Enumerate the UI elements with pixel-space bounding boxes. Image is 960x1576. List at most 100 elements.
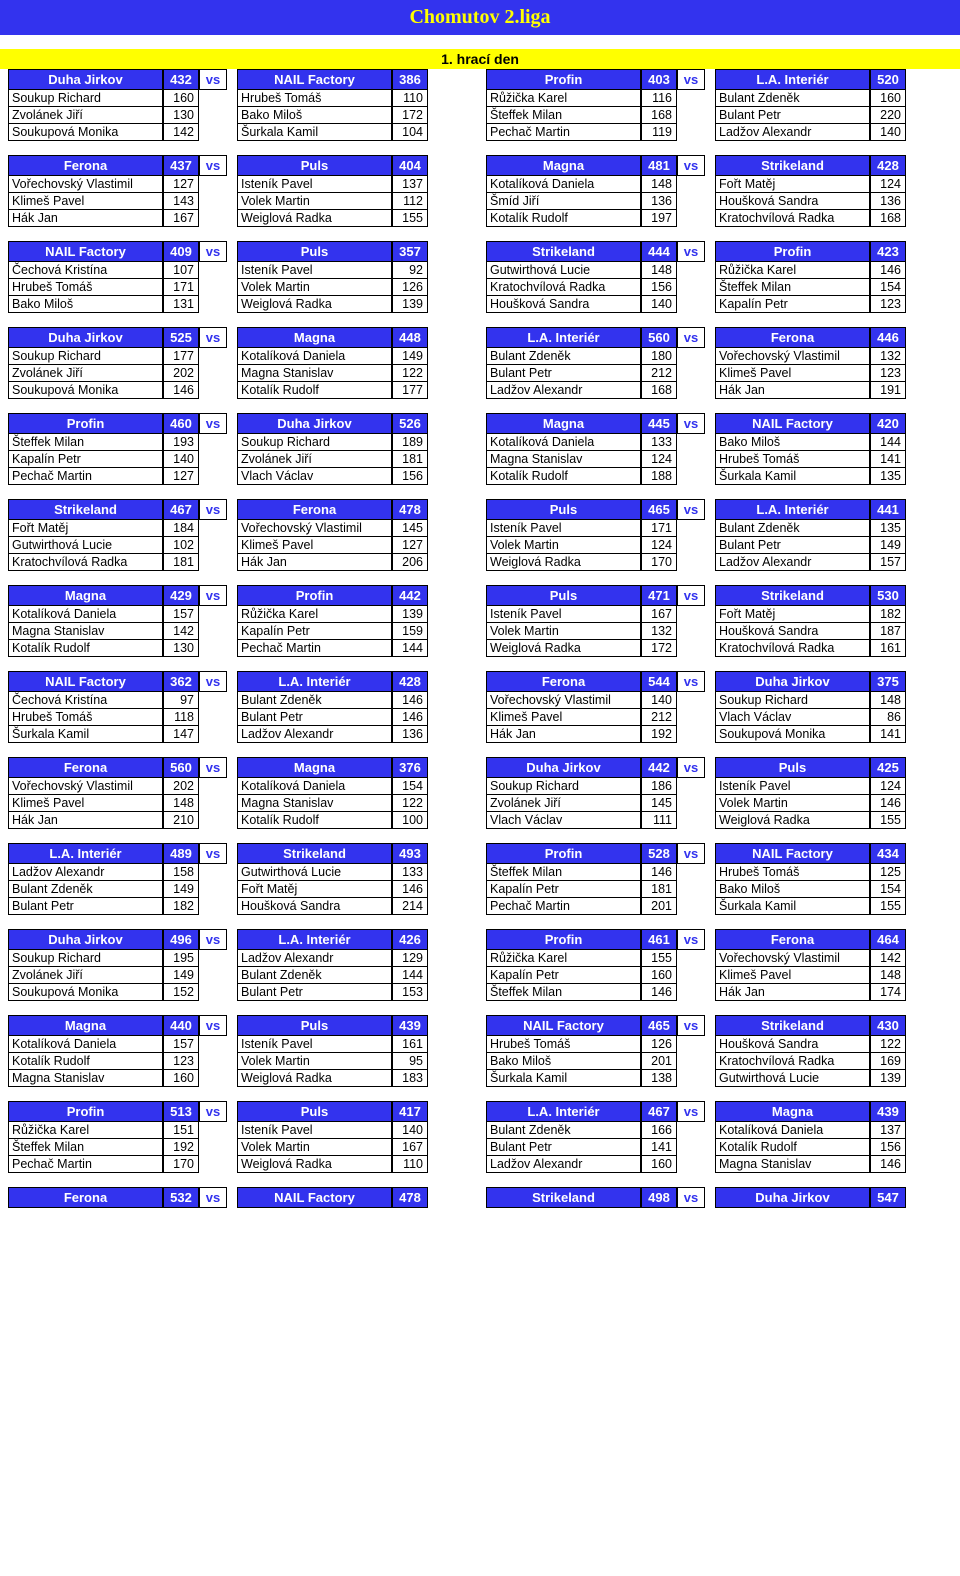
vs-label: vs	[677, 327, 705, 348]
match-block: Strikeland467vsFerona478Fořt Matěj184Voř…	[8, 499, 474, 571]
player-b-score: 183	[392, 1070, 428, 1087]
match-header: Magna440vsPuls439	[8, 1015, 474, 1036]
player-b-name: Houšková Sandra	[715, 623, 870, 640]
player-a-score: 123	[163, 1053, 199, 1070]
score-a: 513	[163, 1101, 199, 1122]
player-a-score: 171	[163, 279, 199, 296]
score-a: 471	[641, 585, 677, 606]
player-b-name: Volek Martin	[237, 1139, 392, 1156]
player-b-name: Hrubeš Tomáš	[715, 451, 870, 468]
player-a-name: Klimeš Pavel	[486, 709, 641, 726]
player-a-name: Gutwirthová Lucie	[486, 262, 641, 279]
match-header: L.A. Interiér489vsStrikeland493	[8, 843, 474, 864]
player-a-name: Vlach Václav	[486, 812, 641, 829]
player-a-name: Magna Stanislav	[486, 451, 641, 468]
player-row: Klimeš Pavel148Magna Stanislav122	[8, 795, 474, 812]
vs-label: vs	[677, 499, 705, 520]
player-b-name: Vlach Václav	[715, 709, 870, 726]
score-b: 423	[870, 241, 906, 262]
player-a-score: 160	[163, 1070, 199, 1087]
player-b-name: Fořt Matěj	[715, 606, 870, 623]
match-header: NAIL Factory465vsStrikeland430	[486, 1015, 952, 1036]
match-block: NAIL Factory409vsPuls357Čechová Kristína…	[8, 241, 474, 313]
player-b-score: 149	[870, 537, 906, 554]
player-b-score: 136	[392, 726, 428, 743]
player-a-score: 184	[163, 520, 199, 537]
player-a-name: Kapalín Petr	[8, 451, 163, 468]
player-row: Ladžov Alexandr168Hák Jan191	[486, 382, 952, 399]
player-b-score: 135	[870, 468, 906, 485]
player-a-score: 143	[163, 193, 199, 210]
player-a-score: 171	[641, 520, 677, 537]
player-a-name: Isteník Pavel	[486, 606, 641, 623]
player-b-score: 148	[870, 692, 906, 709]
player-b-score: 181	[392, 451, 428, 468]
player-a-score: 177	[163, 348, 199, 365]
player-a-score: 124	[641, 537, 677, 554]
player-row: Růžička Karel116Bulant Zdeněk160	[486, 90, 952, 107]
team-a: Ferona	[8, 757, 163, 778]
team-b: Strikeland	[715, 585, 870, 606]
team-b: L.A. Interiér	[237, 671, 392, 692]
player-row: Bulant Petr182Houšková Sandra214	[8, 898, 474, 915]
player-a-name: Šurkala Kamil	[486, 1070, 641, 1087]
player-a-score: 140	[641, 692, 677, 709]
player-b-name: Weiglová Radka	[237, 210, 392, 227]
player-a-name: Šurkala Kamil	[8, 726, 163, 743]
player-row: Vořechovský Vlastimil140Soukup Richard14…	[486, 692, 952, 709]
score-b: 434	[870, 843, 906, 864]
player-b-name: Houšková Sandra	[715, 1036, 870, 1053]
player-b-name: Kratochvílová Radka	[715, 210, 870, 227]
score-b: 428	[870, 155, 906, 176]
player-b-name: Zvolánek Jiří	[237, 451, 392, 468]
player-b-name: Isteník Pavel	[715, 778, 870, 795]
match-header: L.A. Interiér560vsFerona446	[486, 327, 952, 348]
player-b-score: 155	[870, 812, 906, 829]
score-a: 362	[163, 671, 199, 692]
player-b-name: Gutwirthová Lucie	[237, 864, 392, 881]
score-a: 437	[163, 155, 199, 176]
vs-label: vs	[677, 929, 705, 950]
player-b-score: 122	[870, 1036, 906, 1053]
score-b: 442	[392, 585, 428, 606]
player-b-name: Klimeš Pavel	[715, 365, 870, 382]
team-b: Puls	[237, 1101, 392, 1122]
page-title: Chomutov 2.liga	[0, 0, 960, 35]
player-a-score: 132	[641, 623, 677, 640]
player-row: Šteffek Milan168Bulant Petr220	[486, 107, 952, 124]
team-a: Profin	[486, 929, 641, 950]
player-a-name: Pechač Martin	[486, 124, 641, 141]
player-b-score: 182	[870, 606, 906, 623]
player-b-name: Hák Jan	[715, 984, 870, 1001]
player-b-score: 191	[870, 382, 906, 399]
player-b-score: 159	[392, 623, 428, 640]
player-a-name: Bulant Petr	[486, 1139, 641, 1156]
player-row: Bako Miloš131Weiglová Radka139	[8, 296, 474, 313]
player-b-score: 110	[392, 1156, 428, 1173]
team-b: NAIL Factory	[715, 413, 870, 434]
team-b: L.A. Interiér	[715, 499, 870, 520]
player-a-name: Šteffek Milan	[486, 107, 641, 124]
score-a: 465	[641, 1015, 677, 1036]
match-header: NAIL Factory409vsPuls357	[8, 241, 474, 262]
player-b-score: 214	[392, 898, 428, 915]
player-a-name: Fořt Matěj	[8, 520, 163, 537]
player-b-score: 112	[392, 193, 428, 210]
player-b-score: 154	[392, 778, 428, 795]
vs-label: vs	[199, 241, 227, 262]
player-b-name: Hrubeš Tomáš	[715, 864, 870, 881]
player-a-score: 160	[641, 1156, 677, 1173]
player-a-name: Čechová Kristína	[8, 262, 163, 279]
score-b: 478	[392, 1187, 428, 1208]
score-a: 440	[163, 1015, 199, 1036]
player-a-name: Růžička Karel	[486, 90, 641, 107]
player-a-score: 158	[163, 864, 199, 881]
player-b-name: Isteník Pavel	[237, 1122, 392, 1139]
score-a: 461	[641, 929, 677, 950]
match-header: Strikeland467vsFerona478	[8, 499, 474, 520]
player-b-score: 139	[392, 296, 428, 313]
player-a-score: 210	[163, 812, 199, 829]
player-a-score: 181	[163, 554, 199, 571]
score-a: 429	[163, 585, 199, 606]
player-a-name: Zvolánek Jiří	[8, 365, 163, 382]
